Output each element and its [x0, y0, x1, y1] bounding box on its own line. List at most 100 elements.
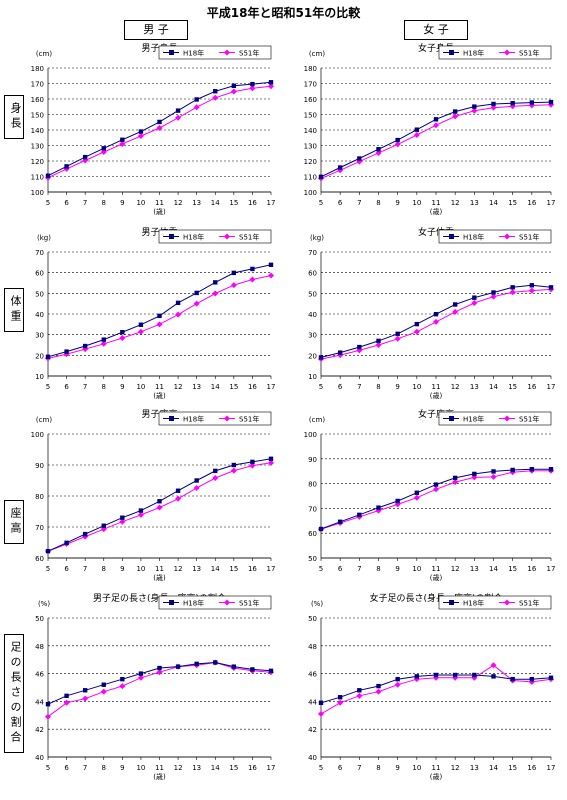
data-point-h18 — [510, 467, 515, 473]
x-tick-label: 5 — [319, 383, 323, 391]
data-point-h18 — [510, 285, 515, 290]
data-point-s51 — [193, 484, 200, 491]
legend-marker-diamond — [504, 415, 510, 422]
data-point-h18 — [337, 165, 343, 170]
y-tick-label: 50 — [308, 615, 317, 623]
data-point-s51 — [156, 321, 163, 328]
x-tick-label: 14 — [489, 199, 498, 207]
x-tick-label: 9 — [395, 199, 399, 207]
data-point-h18 — [231, 462, 237, 468]
data-point-s51 — [356, 692, 363, 699]
x-tick-label: 10 — [136, 764, 145, 772]
x-tick-label: 12 — [451, 199, 460, 207]
data-point-s51 — [119, 140, 126, 147]
data-point-s51 — [175, 311, 182, 318]
x-tick-label: 15 — [229, 383, 238, 391]
x-tick-label: 15 — [229, 764, 238, 772]
x-tick-label: 5 — [46, 383, 50, 391]
data-point-s51 — [45, 713, 51, 720]
x-tick-label: 8 — [102, 383, 106, 391]
row-label-weight: 体重 — [4, 288, 24, 332]
y-tick-label: 70 — [35, 249, 44, 257]
data-point-h18 — [101, 146, 106, 151]
data-point-h18 — [395, 137, 400, 143]
data-point-s51 — [490, 662, 497, 669]
y-tick-label: 140 — [304, 127, 317, 135]
data-point-h18 — [101, 337, 106, 342]
data-point-h18 — [250, 667, 255, 672]
data-point-h18 — [452, 302, 458, 307]
x-axis-label: (歳) — [430, 772, 443, 781]
data-point-h18 — [357, 512, 362, 518]
y-unit-label: (%) — [38, 600, 50, 608]
x-tick-label: 13 — [192, 764, 201, 772]
data-point-s51 — [490, 104, 497, 111]
x-tick-label: 6 — [338, 565, 343, 573]
legend-marker-diamond — [504, 49, 510, 56]
y-tick-label: 42 — [308, 726, 317, 734]
legend-box — [438, 45, 552, 60]
x-tick-label: 8 — [376, 383, 380, 391]
x-tick-label: 6 — [338, 199, 343, 207]
data-point-h18 — [175, 108, 181, 113]
data-point-h18 — [529, 676, 535, 682]
x-tick-label: 10 — [412, 383, 421, 391]
data-point-h18 — [433, 312, 439, 317]
legend-box — [158, 595, 272, 610]
x-axis-label: (歳) — [430, 207, 443, 216]
data-point-h18 — [231, 83, 237, 89]
y-tick-label: 40 — [308, 754, 317, 762]
x-tick-label: 13 — [470, 383, 479, 391]
y-tick-label: 100 — [304, 431, 317, 439]
y-tick-label: 90 — [35, 462, 44, 470]
data-point-s51 — [337, 699, 344, 706]
y-tick-label: 140 — [31, 127, 44, 135]
x-tick-label: 7 — [83, 199, 87, 207]
data-point-s51 — [318, 710, 324, 717]
x-tick-label: 17 — [267, 199, 276, 207]
x-tick-label: 8 — [376, 764, 380, 772]
x-tick-label: 9 — [120, 764, 124, 772]
x-tick-label: 16 — [527, 764, 536, 772]
x-tick-label: 10 — [136, 383, 145, 391]
page-title: 平成18年と昭和51年の比較 — [206, 6, 361, 20]
x-tick-label: 16 — [248, 383, 257, 391]
y-tick-label: 44 — [35, 698, 44, 706]
data-point-s51 — [413, 328, 420, 335]
series-line-h18 — [47, 264, 272, 358]
x-tick-label: 12 — [451, 764, 460, 772]
legend-label-1: S51年 — [239, 599, 259, 608]
data-point-h18 — [472, 672, 477, 678]
x-axis-label: (歳) — [430, 573, 443, 582]
x-tick-label: 9 — [120, 565, 124, 573]
data-point-h18 — [157, 499, 162, 504]
data-point-s51 — [63, 351, 70, 358]
data-point-h18 — [376, 683, 381, 689]
y-unit-label: (cm) — [36, 416, 52, 424]
x-tick-label: 13 — [192, 565, 201, 573]
data-point-s51 — [63, 699, 70, 706]
data-point-s51 — [230, 282, 237, 289]
x-tick-label: 12 — [174, 565, 183, 573]
data-point-s51 — [413, 131, 420, 138]
x-tick-label: 14 — [211, 565, 220, 573]
x-tick-label: 11 — [432, 383, 441, 391]
x-tick-label: 15 — [229, 565, 238, 573]
data-point-h18 — [213, 280, 218, 285]
data-point-h18 — [414, 127, 420, 132]
data-point-h18 — [120, 329, 125, 335]
legend-label-1: S51年 — [519, 599, 539, 608]
y-tick-label: 40 — [308, 311, 317, 319]
legend-label-1: S51年 — [239, 49, 259, 58]
data-point-h18 — [175, 664, 181, 669]
data-point-h18 — [157, 313, 162, 319]
data-point-h18 — [120, 515, 125, 520]
x-tick-label: 9 — [395, 764, 399, 772]
data-point-h18 — [194, 290, 199, 296]
y-unit-label: (cm) — [36, 50, 52, 58]
legend-label-1: S51年 — [239, 233, 259, 242]
x-tick-label: 14 — [489, 565, 498, 573]
data-point-s51 — [230, 467, 237, 474]
column-header-male: 男 子 — [124, 20, 188, 40]
